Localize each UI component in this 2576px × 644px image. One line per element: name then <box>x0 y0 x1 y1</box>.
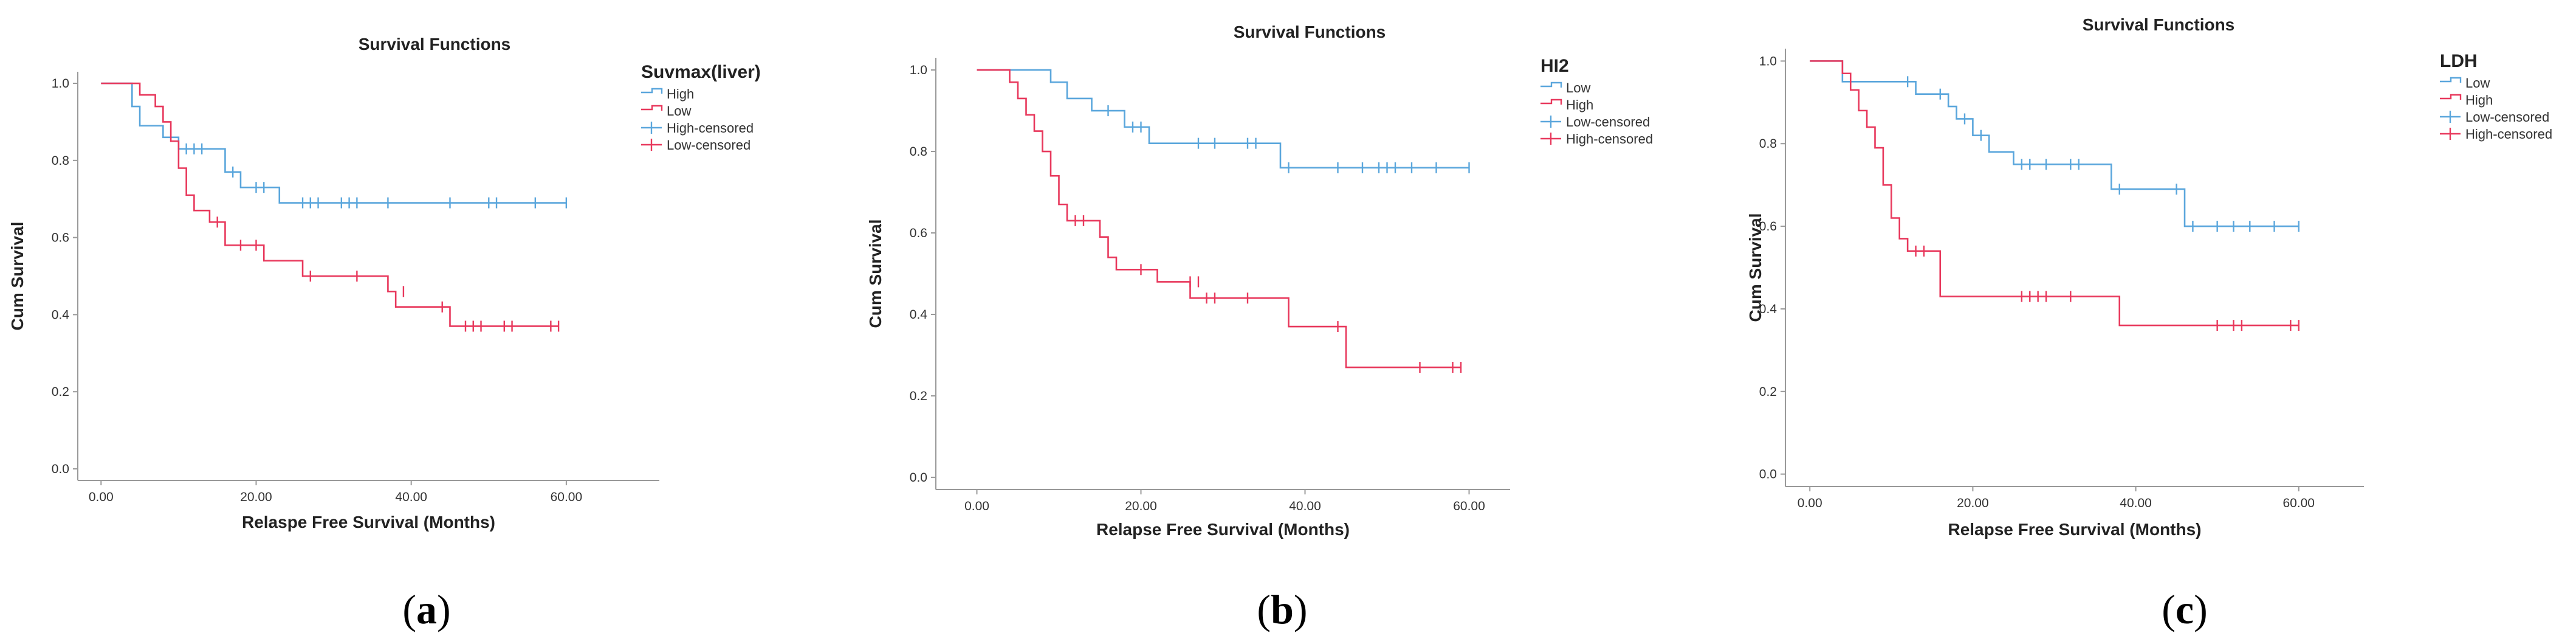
caption-close-paren: ) <box>437 586 451 632</box>
y-tick-label: 0.2 <box>1759 385 1777 399</box>
legend-swatch-line <box>641 105 663 111</box>
caption-letter: b <box>1271 586 1294 632</box>
legend-entry: High <box>667 86 694 102</box>
y-tick-label: 0.6 <box>1759 220 1777 234</box>
y-tick-label: 0.6 <box>52 231 69 245</box>
y-tick-label: 0.0 <box>52 462 69 476</box>
legend-entry: High-censored <box>2465 126 2552 142</box>
legend-swatch-line <box>1540 99 1562 105</box>
caption-close-paren: ) <box>2194 586 2208 632</box>
legend-swatch-line <box>2440 77 2462 83</box>
y-tick-label: 0.8 <box>52 154 69 168</box>
y-tick-label: 0.4 <box>52 308 70 322</box>
caption-letter: a <box>416 586 437 632</box>
y-axis-label: Cum Survival <box>866 220 885 328</box>
x-axis-label: Relaspe Free Survival (Months) <box>242 513 495 531</box>
series-line-low <box>101 82 559 327</box>
legend-entry: Low <box>667 103 691 119</box>
y-tick-label: 0.0 <box>910 471 927 485</box>
x-axis-label: Relapse Free Survival (Months) <box>1948 520 2201 539</box>
caption-close-paren: ) <box>1294 586 1308 632</box>
x-tick-label: 20.00 <box>240 490 272 504</box>
y-axis-label: Cum Survival <box>1746 213 1765 322</box>
x-tick-label: 0.00 <box>89 490 114 504</box>
series-line-high <box>1810 60 2299 327</box>
x-tick-label: 60.00 <box>2282 496 2315 510</box>
caption-letter: c <box>2176 586 2194 632</box>
panel-c: Survival Functions 0.0 0.2 0.4 0.6 0.8 1.0 0.00… <box>1746 15 2552 632</box>
x-tick-label: 20.00 <box>1125 499 1157 513</box>
series-line-high <box>977 69 1461 369</box>
y-tick-label: 0.4 <box>1759 302 1777 316</box>
caption-open-paren: ( <box>2162 586 2176 632</box>
legend-title: LDH <box>2440 51 2478 71</box>
y-tick-label: 0.6 <box>910 226 927 240</box>
legend-entry: High-censored <box>667 120 754 136</box>
legend-entry: Low <box>1566 80 1590 95</box>
legend-title: HI2 <box>1540 56 1569 76</box>
legend-title: Suvmax(liver) <box>641 62 761 82</box>
legend-swatch-line <box>2440 94 2462 100</box>
legend-entry: High <box>2465 92 2493 108</box>
x-tick-label: 60.00 <box>1453 499 1485 513</box>
legend-swatch-line <box>641 88 663 94</box>
legend-entry: Low-censored <box>2465 109 2549 125</box>
legend-entry: Low <box>2465 75 2490 91</box>
panel-caption: (a) <box>402 586 450 632</box>
y-tick-label: 0.0 <box>1759 468 1777 482</box>
x-tick-label: 40.00 <box>1289 499 1321 513</box>
panel-caption: (b) <box>1257 586 1307 632</box>
y-tick-label: 0.2 <box>52 385 69 399</box>
chart-title: Survival Functions <box>359 35 511 54</box>
y-tick-label: 1.0 <box>52 77 69 91</box>
y-tick-label: 1.0 <box>910 63 927 77</box>
panel-a: Survival Functions 0.0 0.2 0.4 0.6 0.8 1.0 0.00… <box>8 35 761 632</box>
series-line-high <box>101 82 566 204</box>
x-tick-label: 0.00 <box>964 499 989 513</box>
y-axis-label: Cum Survival <box>8 222 27 331</box>
x-tick-label: 40.00 <box>2120 496 2152 510</box>
caption-open-paren: ( <box>402 586 416 632</box>
y-tick-label: 0.8 <box>910 145 927 159</box>
series-line-low <box>1810 60 2299 227</box>
x-tick-label: 20.00 <box>1957 496 1989 510</box>
legend-entry: High <box>1566 97 1593 113</box>
legend-entry: High-censored <box>1566 131 1653 147</box>
y-tick-label: 0.4 <box>910 308 928 322</box>
x-tick-label: 40.00 <box>395 490 427 504</box>
y-tick-label: 0.8 <box>1759 137 1777 151</box>
y-tick-label: 0.2 <box>910 389 927 403</box>
legend-entry: Low-censored <box>667 137 750 153</box>
x-tick-label: 60.00 <box>551 490 583 504</box>
y-tick-label: 1.0 <box>1759 54 1777 68</box>
panel-caption: (c) <box>2162 586 2208 632</box>
legend-entry: Low-censored <box>1566 114 1650 130</box>
chart-title: Survival Functions <box>1234 23 1386 41</box>
chart-title: Survival Functions <box>2083 15 2235 34</box>
x-axis-label: Relapse Free Survival (Months) <box>1096 520 1350 539</box>
panel-b: Survival Functions 0.0 0.2 0.4 0.6 0.8 1.0 0.00… <box>866 23 1653 632</box>
x-tick-label: 0.00 <box>1798 496 1822 510</box>
legend-swatch-line <box>1540 81 1562 88</box>
caption-open-paren: ( <box>1257 586 1271 632</box>
